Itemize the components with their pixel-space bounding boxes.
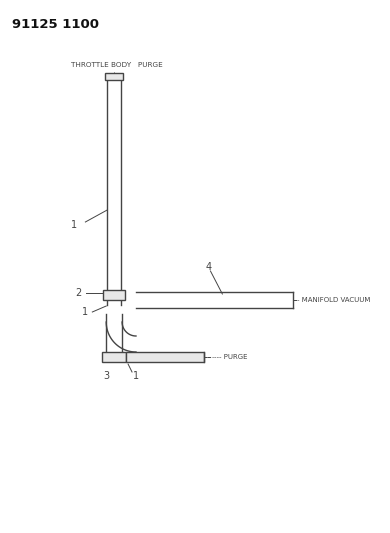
Text: 4: 4	[206, 262, 211, 272]
Text: 1: 1	[133, 371, 139, 381]
Bar	[107, 80, 121, 305]
Text: --- PURGE: --- PURGE	[215, 354, 248, 360]
Bar	[136, 292, 293, 308]
Text: 1: 1	[82, 307, 89, 317]
Text: 2: 2	[75, 288, 82, 298]
Polygon shape	[106, 322, 136, 352]
Bar	[126, 352, 204, 362]
Text: THROTTLE BODY   PURGE: THROTTLE BODY PURGE	[71, 62, 163, 68]
Bar	[103, 290, 125, 300]
Text: 3: 3	[103, 371, 109, 381]
Bar	[102, 352, 126, 362]
Text: - MANIFOLD VACUUM: - MANIFOLD VACUUM	[297, 297, 370, 303]
Text: 91125 1100: 91125 1100	[12, 18, 99, 31]
Bar	[105, 73, 123, 80]
Text: 1: 1	[71, 220, 78, 230]
Bar	[106, 314, 122, 352]
